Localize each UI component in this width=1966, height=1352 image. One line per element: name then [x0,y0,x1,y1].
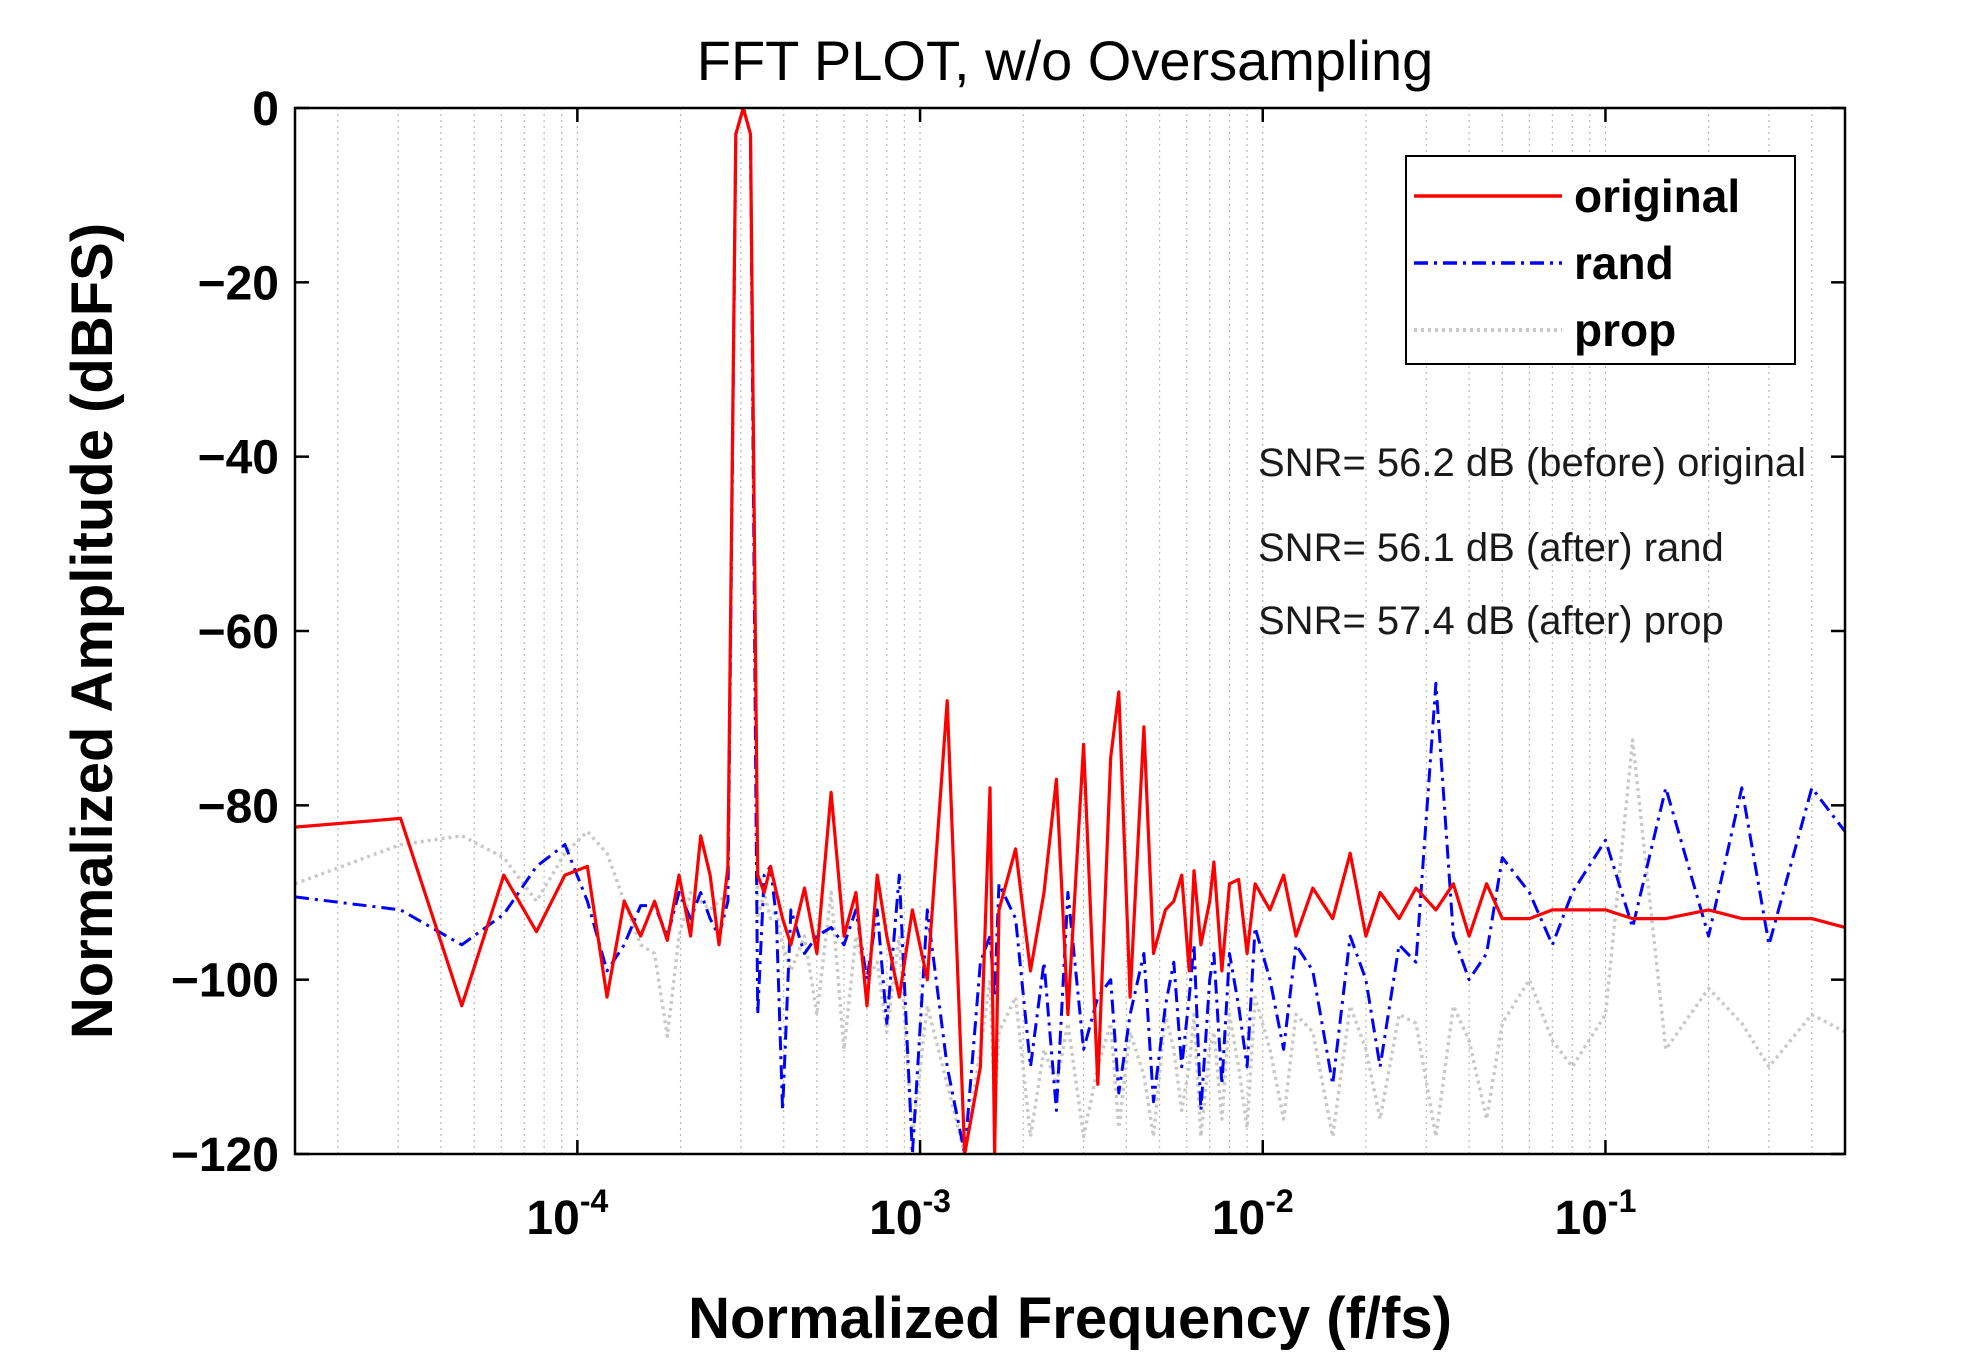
snr-annotations: SNR= 56.2 dB (before) original SNR= 56.1 … [1258,441,1806,643]
x-tick-label: 10-3 [869,1183,951,1245]
y-axis-label: Normalized Amplitude (dBFS) [60,223,125,1039]
snr-annotation: SNR= 56.1 dB (after) rand [1258,526,1724,570]
series-line-original [295,108,1845,1154]
x-axis-ticks: 10-4 10-3 10-2 10-1 [526,108,1636,1245]
y-tick-label: −40 [198,432,279,485]
y-tick-label: −120 [171,1129,279,1182]
legend-label-prop: prop [1574,304,1676,356]
y-tick-label: −100 [171,955,279,1008]
legend-label-rand: rand [1574,237,1674,289]
legend-label-original: original [1574,170,1740,222]
x-axis-label: Normalized Frequency (f/fs) [688,1286,1452,1351]
x-tick-label: 10-2 [1212,1183,1294,1245]
y-tick-label: −80 [198,780,279,833]
series-layer [295,108,1845,1154]
y-tick-label: −60 [198,606,279,659]
series-line-rand [295,108,1845,1154]
series-line-prop [295,108,1845,1154]
y-axis-ticks: 0 −20 −40 −60 −80 −100 −120 [171,83,1845,1182]
y-tick-label: 0 [252,83,279,136]
snr-annotation: SNR= 57.4 dB (after) prop [1258,599,1724,643]
chart-title: FFT PLOT, w/o Oversampling [697,29,1434,92]
legend: original rand prop [1405,155,1796,365]
snr-annotation: SNR= 56.2 dB (before) original [1258,441,1806,485]
grid [337,108,1813,1154]
x-tick-label: 10-4 [526,1183,608,1245]
x-tick-label: 10-1 [1555,1183,1637,1245]
y-tick-label: −20 [198,257,279,310]
